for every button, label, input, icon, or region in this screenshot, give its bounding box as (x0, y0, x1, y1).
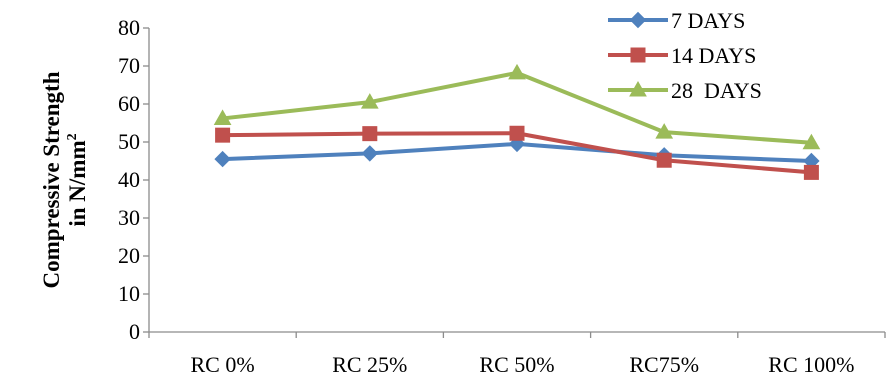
x-ticks: RC 0% RC 25% RC 50% RC75% RC 100% (148, 332, 886, 377)
legend-label: 14 DAYS (671, 43, 756, 68)
y-tick-label: 60 (118, 91, 140, 116)
y-tick-label: 30 (118, 205, 140, 230)
data-point (803, 164, 819, 180)
series-layer (213, 63, 821, 180)
data-point (360, 93, 379, 109)
x-tick-label: RC75% (629, 352, 699, 377)
y-tick-label: 40 (118, 167, 140, 192)
legend-item: 14 DAYS (608, 43, 756, 68)
legend-marker (629, 11, 647, 29)
data-point (656, 152, 672, 168)
legend-marker (629, 80, 647, 97)
y-axis-title-line1: Compressive Strength (39, 71, 64, 288)
legend-item: 7 DAYS (608, 8, 745, 33)
y-tick-label: 20 (118, 243, 140, 268)
data-point (509, 125, 525, 141)
legend-marker (630, 47, 646, 63)
data-point (655, 123, 674, 139)
legend-item: 28 DAYS (608, 78, 762, 103)
data-point (215, 127, 231, 143)
x-tick-label: RC 100% (768, 352, 854, 377)
legend-label: 7 DAYS (671, 8, 745, 33)
y-tick-label: 50 (118, 129, 140, 154)
series-3 (213, 63, 821, 150)
legend-label: 28 DAYS (671, 78, 762, 103)
y-tick-label: 70 (118, 53, 140, 78)
y-axis-title-unit: in N/mm (65, 140, 90, 226)
series-2 (215, 125, 819, 180)
x-tick-label: RC 25% (332, 352, 407, 377)
data-point (362, 126, 378, 142)
y-axis-title: Compressive Strength in N/mm2 (39, 71, 90, 288)
y-tick-label: 10 (118, 281, 140, 306)
y-axis-title-superscript: 2 (65, 133, 80, 140)
data-point (802, 133, 821, 150)
data-point (361, 145, 379, 162)
y-tick-label: 0 (129, 319, 140, 344)
data-point (214, 150, 231, 168)
y-tick-label: 80 (118, 15, 140, 40)
x-tick-label: RC 0% (191, 352, 255, 377)
legend: 7 DAYS 14 DAYS 28 DAYS (608, 8, 762, 103)
data-point (508, 63, 526, 80)
x-tick-label: RC 50% (479, 352, 554, 377)
data-point (213, 109, 232, 125)
y-ticks: 0 10 20 30 40 50 60 70 80 (118, 15, 149, 344)
y-axis-title-line2: in N/mm2 (65, 133, 90, 226)
